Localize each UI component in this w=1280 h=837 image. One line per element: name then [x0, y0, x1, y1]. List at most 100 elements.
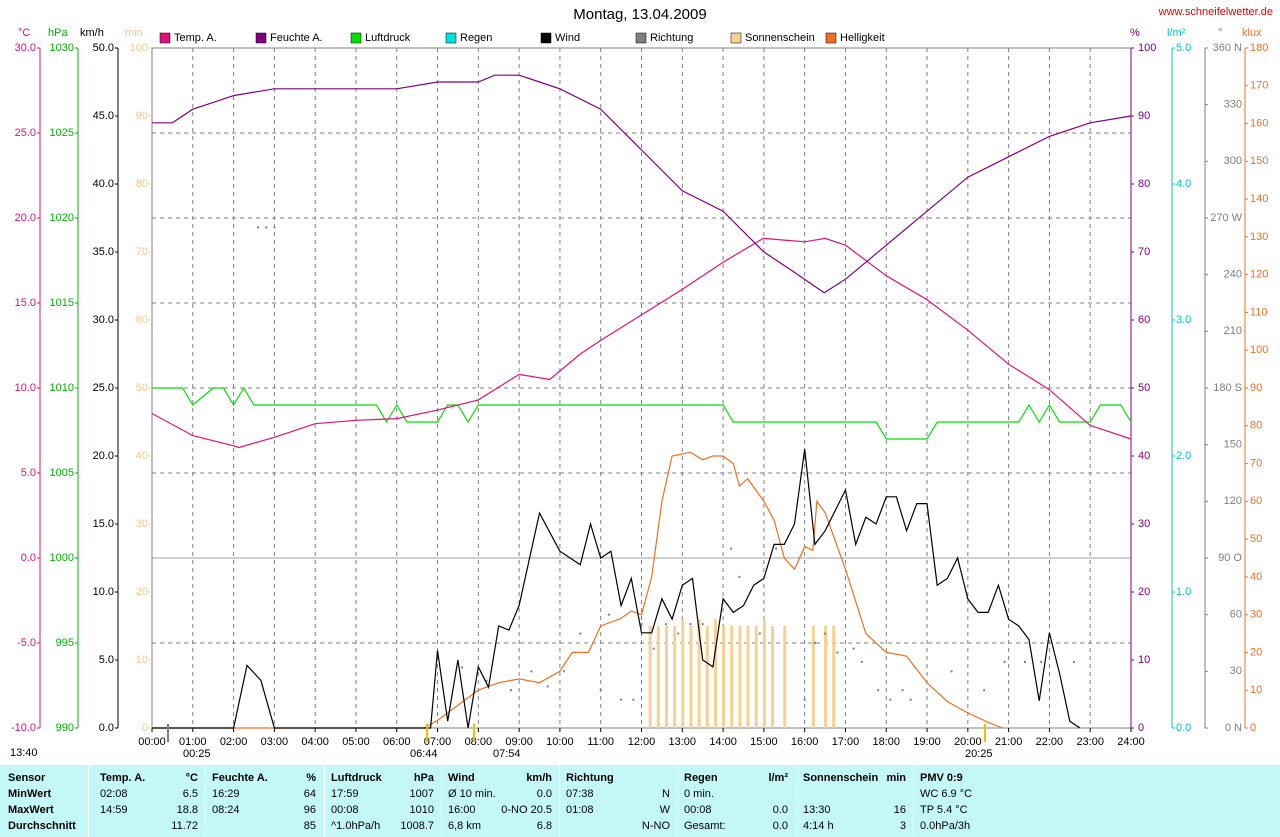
series-line	[152, 451, 1003, 729]
bar	[811, 626, 815, 728]
y-tick-label: 1015	[50, 297, 74, 309]
annotation: 13:40	[10, 747, 38, 759]
y-tick-label: 1025	[50, 127, 74, 139]
bar	[689, 626, 693, 728]
y-tick-label: 60	[1230, 609, 1242, 621]
annotation: 00:25	[183, 748, 211, 760]
point	[485, 679, 488, 682]
table-cell: N-NO	[641, 820, 670, 832]
table-cell: Durchschnitt	[8, 820, 76, 832]
x-tick-label: 01:00	[179, 736, 207, 748]
y-tick-label: 1010	[50, 382, 74, 394]
y-tick-label: 50	[136, 382, 148, 394]
point	[1072, 660, 1075, 663]
table-cell: 08:24	[212, 804, 240, 816]
point	[652, 647, 655, 650]
y-tick-label: 330	[1224, 99, 1242, 111]
source-url: www.schneifelwetter.de	[1158, 6, 1273, 18]
x-tick-label: 14:00	[709, 736, 737, 748]
table-header-cell: °C	[185, 772, 198, 784]
y-tick-label: 0.0	[99, 722, 114, 734]
table-cell: 0.0	[772, 804, 788, 816]
table-header-cell: PMV 0:9	[920, 772, 963, 784]
x-tick-label: 05:00	[342, 736, 370, 748]
table-cell: ^1.0hPa/h	[331, 820, 381, 832]
legend-swatch	[730, 32, 742, 44]
y-tick-label: 20	[1138, 586, 1150, 598]
bar	[832, 626, 836, 728]
y-tick-label: 30	[1230, 665, 1242, 677]
y-tick-label: 10	[136, 654, 148, 666]
y-tick-label: 90 O	[1218, 552, 1242, 564]
table-cell: 17:59	[331, 788, 359, 800]
y-tick-label: 160	[1250, 117, 1268, 129]
bar	[783, 626, 787, 728]
table-separator	[88, 765, 89, 837]
bar	[771, 626, 775, 728]
legend-label: Sonnenschein	[745, 32, 815, 44]
bar	[746, 626, 750, 728]
bar	[656, 626, 660, 728]
point	[664, 623, 667, 626]
axis-unit: km/h	[80, 27, 104, 39]
axis-unit: hPa	[48, 27, 68, 39]
table-cell: 00:08	[684, 804, 712, 816]
table-cell: 01:08	[566, 804, 594, 816]
y-tick-label: 1005	[50, 467, 74, 479]
y-tick-label: 40	[1250, 571, 1262, 583]
y-tick-label: 80	[1250, 420, 1262, 432]
point	[607, 613, 610, 616]
bar	[673, 626, 677, 728]
y-tick-label: 25.0	[93, 382, 114, 394]
stats-table: Sensor Temp. A. °C Feuchte A.% Luftdruck hPa W…	[0, 765, 1280, 837]
legend-label: Feuchte A.	[270, 32, 323, 44]
point	[677, 632, 680, 635]
table-cell: 13:30	[803, 804, 831, 816]
y-tick-label: 0.0	[1176, 722, 1191, 734]
bar	[762, 619, 766, 728]
point	[461, 666, 464, 669]
point	[265, 226, 268, 229]
y-tick-label: 20.0	[15, 212, 36, 224]
y-tick-label: 990	[56, 722, 74, 734]
y-tick-label: 30	[1138, 518, 1150, 530]
table-header-cell: Regen	[684, 772, 718, 784]
table-cell: 16:29	[212, 788, 240, 800]
table-cell: 85	[303, 820, 316, 832]
legend-swatch	[635, 32, 647, 44]
point	[599, 689, 602, 692]
point	[889, 698, 892, 701]
y-tick-label: 30.0	[93, 314, 114, 326]
x-tick-label: 21:00	[995, 736, 1023, 748]
point	[758, 632, 761, 635]
table-cell: 16:00	[448, 804, 476, 816]
x-tick-label: 17:00	[832, 736, 860, 748]
point	[1023, 660, 1026, 663]
y-tick-label: 10.0	[93, 586, 114, 598]
legend-swatch	[445, 32, 457, 44]
table-cell: N	[662, 788, 670, 800]
y-tick-label: 70	[136, 246, 148, 258]
x-tick-label: 06:00	[383, 736, 411, 748]
x-tick-label: 04:00	[301, 736, 329, 748]
point	[640, 623, 643, 626]
y-tick-label: 80	[1138, 178, 1150, 190]
y-tick-label: 15.0	[93, 518, 114, 530]
table-separator	[913, 765, 914, 837]
y-tick-label: 150	[1224, 439, 1242, 451]
x-tick-label: 19:00	[913, 736, 941, 748]
y-tick-label: 50	[1138, 382, 1150, 394]
y-tick-label: 30	[1250, 609, 1262, 621]
point	[860, 660, 863, 663]
y-tick-label: 140	[1250, 193, 1268, 205]
x-tick-label: 11:00	[587, 736, 614, 748]
annotation: 06:44	[410, 748, 438, 760]
point	[632, 698, 635, 701]
y-tick-label: 300	[1224, 155, 1242, 167]
legend-swatch	[350, 32, 362, 44]
x-tick-label: 23:00	[1076, 736, 1104, 748]
bar	[754, 626, 758, 728]
y-tick-label: 0	[1250, 722, 1256, 734]
point	[803, 698, 806, 701]
table-separator	[441, 765, 442, 837]
